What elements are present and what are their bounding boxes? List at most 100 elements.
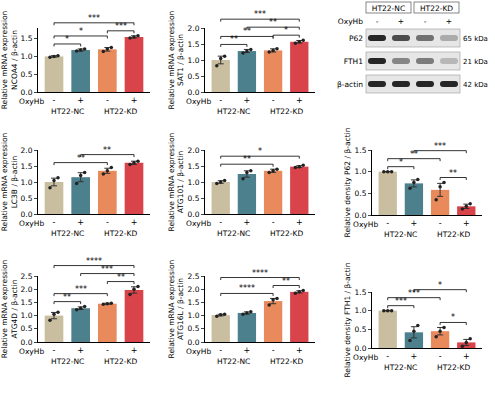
- svg-text:65 kDa: 65 kDa: [463, 35, 488, 43]
- svg-text:+: +: [244, 346, 251, 355]
- svg-text:2.5: 2.5: [188, 272, 200, 281]
- svg-text:1.5: 1.5: [188, 40, 200, 49]
- svg-text:+: +: [131, 218, 138, 227]
- svg-text:1.5: 1.5: [21, 162, 33, 171]
- svg-text:HT22-NC: HT22-NC: [384, 363, 417, 372]
- svg-text:HT22-NC: HT22-NC: [51, 107, 84, 116]
- svg-text:+: +: [446, 17, 452, 26]
- svg-text:-: -: [53, 346, 56, 355]
- svg-text:0.0: 0.0: [21, 88, 33, 97]
- svg-text:2.0: 2.0: [188, 146, 200, 155]
- svg-text:0.0: 0.0: [188, 338, 200, 347]
- svg-text:***: ***: [254, 10, 266, 19]
- svg-text:0.5: 0.5: [21, 324, 33, 333]
- svg-text:*: *: [451, 313, 455, 322]
- svg-text:2.0: 2.0: [21, 146, 33, 155]
- svg-text:+: +: [296, 96, 303, 105]
- svg-text:HT22-NC: HT22-NC: [217, 107, 250, 116]
- svg-text:1.0: 1.0: [21, 311, 33, 320]
- svg-text:+: +: [244, 96, 251, 105]
- svg-text:0.0: 0.0: [188, 88, 200, 97]
- svg-text:HT22-KD: HT22-KD: [270, 357, 303, 366]
- svg-text:HT22-KD: HT22-KD: [104, 107, 137, 116]
- svg-text:**: **: [77, 154, 85, 163]
- svg-text:+: +: [411, 219, 418, 228]
- svg-text:FTH1: FTH1: [344, 57, 363, 66]
- svg-text:0.5: 0.5: [188, 194, 200, 203]
- svg-text:**: **: [103, 146, 111, 155]
- svg-text:-: -: [272, 96, 275, 105]
- svg-text:OxyHb: OxyHb: [19, 347, 44, 356]
- svg-text:1.5: 1.5: [21, 34, 33, 43]
- svg-text:****: ****: [252, 269, 268, 278]
- svg-text:***: ***: [75, 285, 87, 294]
- svg-text:OxyHb: OxyHb: [353, 353, 378, 362]
- svg-text:Relative mRNA expressionATG101: Relative mRNA expressionATG101 / β-actin: [167, 132, 186, 231]
- svg-text:0.5: 0.5: [21, 194, 33, 203]
- svg-text:2.0: 2.0: [21, 285, 33, 294]
- svg-text:***: ***: [395, 297, 407, 306]
- svg-text:2.0: 2.0: [188, 285, 200, 294]
- svg-text:Relative mRNA expressionATG16L: Relative mRNA expressionATG16L / β-actin: [167, 259, 186, 358]
- svg-text:P62: P62: [349, 34, 363, 43]
- svg-text:*: *: [284, 26, 288, 35]
- svg-text:-: -: [219, 218, 222, 227]
- svg-text:1.5: 1.5: [188, 162, 200, 171]
- svg-text:1.0: 1.0: [188, 311, 200, 320]
- svg-text:OxyHb: OxyHb: [19, 97, 44, 106]
- svg-text:HT22-KD: HT22-KD: [437, 363, 470, 372]
- svg-text:0.0: 0.0: [188, 210, 200, 219]
- svg-text:*: *: [65, 35, 69, 44]
- svg-text:*: *: [258, 147, 262, 156]
- svg-text:OxyHb: OxyHb: [186, 219, 211, 228]
- svg-text:2.5: 2.5: [21, 272, 33, 281]
- svg-text:-: -: [53, 96, 56, 105]
- svg-text:HT22-KD: HT22-KD: [104, 229, 137, 238]
- svg-text:**: **: [230, 35, 238, 44]
- svg-text:0.5: 0.5: [188, 72, 200, 81]
- svg-text:OxyHb: OxyHb: [186, 347, 211, 356]
- svg-text:**: **: [63, 293, 71, 302]
- svg-text:-: -: [376, 17, 379, 26]
- svg-text:0.5: 0.5: [21, 70, 33, 79]
- svg-text:**: **: [243, 155, 251, 164]
- svg-text:1.5: 1.5: [355, 146, 367, 155]
- svg-text:Relative density P62 / β-actin: Relative density P62 / β-actin: [343, 127, 352, 237]
- svg-text:HT22-KD: HT22-KD: [437, 230, 470, 239]
- svg-text:OxyHb: OxyHb: [338, 17, 363, 26]
- svg-text:+: +: [77, 96, 84, 105]
- svg-text:-: -: [272, 218, 275, 227]
- svg-text:**: **: [449, 169, 457, 178]
- svg-text:*: *: [79, 27, 83, 36]
- svg-text:HT22-NC: HT22-NC: [384, 230, 417, 239]
- svg-text:***: ***: [434, 142, 446, 151]
- svg-text:HT22-KD: HT22-KD: [270, 107, 303, 116]
- svg-text:***: ***: [115, 22, 127, 31]
- svg-text:0.0: 0.0: [355, 344, 367, 353]
- svg-text:HT22-NC: HT22-NC: [217, 229, 250, 238]
- svg-text:1.0: 1.0: [21, 178, 33, 187]
- svg-text:***: ***: [408, 289, 420, 298]
- svg-text:-: -: [106, 346, 109, 355]
- svg-text:+: +: [77, 218, 84, 227]
- svg-text:+: +: [131, 346, 138, 355]
- svg-text:+: +: [77, 346, 84, 355]
- svg-text:HT22-NC: HT22-NC: [51, 229, 84, 238]
- svg-text:1.5: 1.5: [355, 288, 367, 297]
- svg-text:-: -: [386, 352, 389, 361]
- svg-text:+: +: [463, 352, 470, 361]
- svg-text:HT22-KD: HT22-KD: [270, 229, 303, 238]
- svg-text:21 kDa: 21 kDa: [463, 58, 488, 66]
- svg-text:+: +: [244, 218, 251, 227]
- svg-text:-: -: [272, 346, 275, 355]
- svg-text:1.5: 1.5: [21, 298, 33, 307]
- svg-text:Relative mRNA expressionNCOA4: Relative mRNA expressionNCOA4 / β-actin: [0, 10, 19, 109]
- svg-text:Relative mRNA expressionLC3B /: Relative mRNA expressionLC3B / β-actin: [0, 132, 19, 231]
- svg-text:+: +: [296, 218, 303, 227]
- svg-text:-: -: [53, 218, 56, 227]
- svg-text:β-actin: β-actin: [337, 80, 363, 89]
- svg-text:-: -: [219, 346, 222, 355]
- svg-text:1.0: 1.0: [188, 56, 200, 65]
- svg-text:1.0: 1.0: [188, 178, 200, 187]
- svg-text:*: *: [438, 281, 442, 290]
